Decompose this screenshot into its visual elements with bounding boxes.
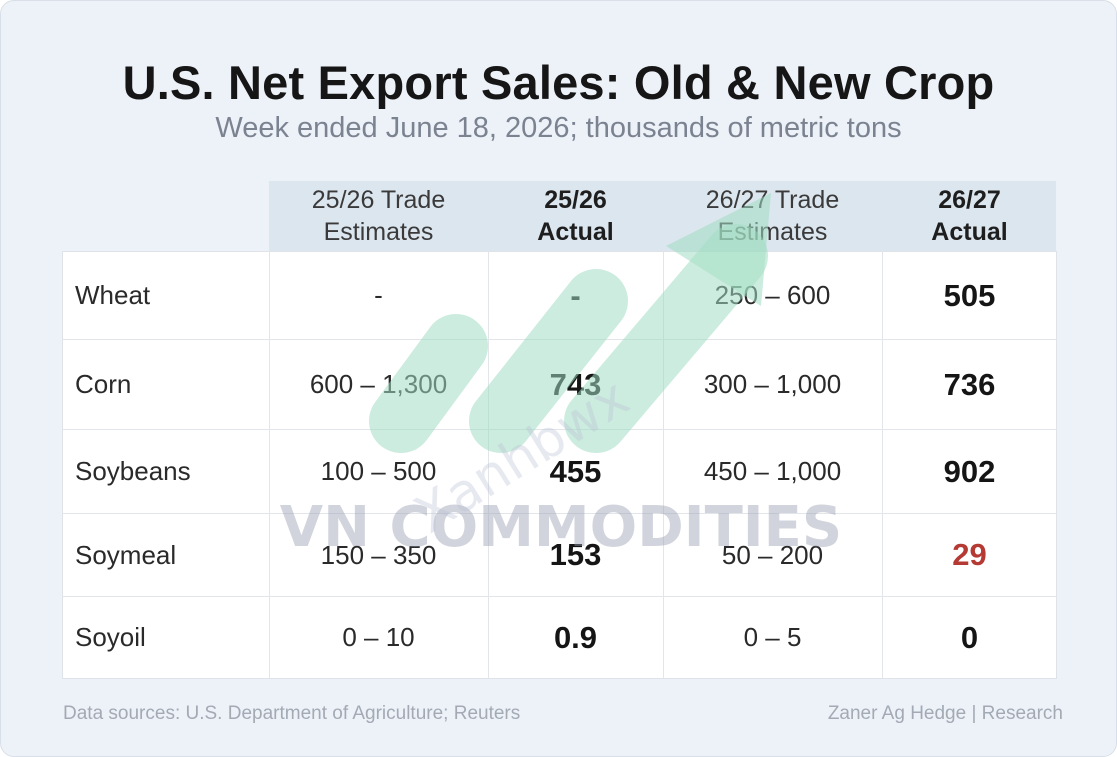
cell-wheat-2627-actual: 505	[943, 277, 996, 313]
header-line: Actual	[537, 218, 614, 246]
header-line: Estimates	[717, 218, 828, 246]
cell-wheat-2526-estimate: -	[374, 280, 383, 310]
row-label-soybeans: Soybeans	[75, 456, 191, 486]
cell-soyoil-2627-estimate: 0 – 5	[743, 622, 802, 652]
column-divider	[269, 251, 270, 679]
header-2526-estimates: 25/26 Trade Estimates	[269, 181, 488, 251]
footer-sources: Data sources: U.S. Department of Agricul…	[63, 703, 521, 724]
cell-soymeal-2526-actual: 153	[549, 537, 602, 572]
header-line: Actual	[931, 218, 1008, 246]
page-title: U.S. Net Export Sales: Old & New Crop	[122, 56, 995, 109]
cell-wheat-2526-actual: -	[570, 277, 581, 313]
cell-soymeal-2526-estimate: 150 – 350	[320, 539, 437, 570]
cell-soyoil-2526-estimate: 0 – 10	[342, 622, 415, 652]
cell-soybeans-2627-estimate: 450 – 1,000	[703, 456, 842, 486]
footer-attribution: Zaner Ag Hedge | Research	[827, 703, 1063, 724]
row-label-soyoil: Soyoil	[75, 622, 146, 652]
row-label-soymeal: Soymeal	[75, 539, 177, 570]
column-divider	[663, 251, 664, 679]
cell-soyoil-2627-actual: 0	[960, 619, 979, 655]
header-line: 26/27	[938, 186, 1001, 214]
header-2627-actual: 26/27 Actual	[882, 181, 1057, 251]
cell-soyoil-2526-actual: 0.9	[553, 619, 598, 655]
cell-corn-2627-actual: 736	[943, 366, 996, 402]
column-divider	[882, 251, 883, 679]
cell-soybeans-2526-actual: 455	[549, 453, 602, 489]
cell-corn-2526-estimate: 600 – 1,300	[309, 369, 448, 399]
header-line: Estimates	[323, 218, 434, 246]
cell-soymeal-2627-actual: 29	[952, 537, 987, 572]
row-divider	[62, 596, 1057, 597]
cell-corn-2526-actual: 743	[549, 366, 602, 402]
column-divider	[488, 251, 489, 679]
cell-soybeans-2627-actual: 902	[943, 453, 996, 489]
header-line: 26/27 Trade	[705, 186, 840, 214]
header-2526-actual: 25/26 Actual	[488, 181, 663, 251]
row-label-wheat: Wheat	[75, 280, 151, 310]
row-divider	[62, 513, 1057, 514]
cell-wheat-2627-estimate: 250 – 600	[714, 280, 831, 310]
header-2627-estimates: 26/27 Trade Estimates	[663, 181, 882, 251]
cell-corn-2627-estimate: 300 – 1,000	[703, 369, 842, 399]
cell-soymeal-2627-estimate: 50 – 200	[721, 539, 824, 570]
cell-soybeans-2526-estimate: 100 – 500	[320, 456, 437, 486]
header-line: 25/26 Trade	[311, 186, 446, 214]
page-subtitle: Week ended June 18, 2026; thousands of m…	[215, 112, 902, 144]
header-line: 25/26	[544, 186, 607, 214]
row-label-corn: Corn	[75, 369, 132, 399]
